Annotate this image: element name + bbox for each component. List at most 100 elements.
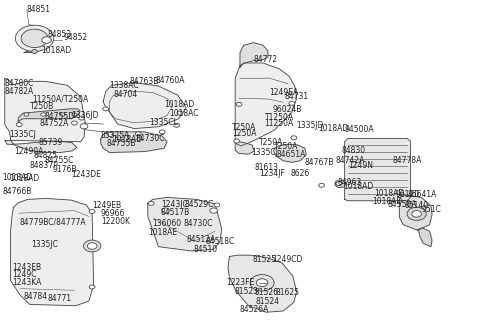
Text: 1336JD: 1336JD bbox=[71, 111, 98, 120]
Circle shape bbox=[135, 132, 141, 136]
Text: 1018AE: 1018AE bbox=[148, 228, 177, 237]
Text: 85325A: 85325A bbox=[101, 131, 130, 140]
Text: 84517B: 84517B bbox=[160, 208, 190, 217]
Text: 1018AD: 1018AD bbox=[2, 173, 33, 182]
Text: 84510: 84510 bbox=[193, 245, 217, 255]
Circle shape bbox=[214, 203, 220, 207]
Text: 94500A: 94500A bbox=[345, 125, 374, 134]
Polygon shape bbox=[18, 109, 80, 126]
Circle shape bbox=[80, 124, 88, 129]
Text: 84853: 84853 bbox=[47, 30, 71, 39]
Polygon shape bbox=[240, 43, 268, 67]
Text: 1018AD: 1018AD bbox=[165, 100, 195, 109]
Text: 1018AD: 1018AD bbox=[112, 135, 143, 144]
Text: 1018AD: 1018AD bbox=[41, 46, 71, 55]
Circle shape bbox=[236, 102, 242, 106]
Circle shape bbox=[60, 113, 65, 116]
Polygon shape bbox=[345, 138, 410, 201]
Circle shape bbox=[177, 111, 183, 115]
Polygon shape bbox=[11, 198, 94, 306]
Circle shape bbox=[15, 25, 54, 51]
Text: 84780C: 84780C bbox=[5, 79, 34, 88]
Text: 951C: 951C bbox=[421, 205, 441, 214]
Text: 1335CL: 1335CL bbox=[149, 118, 178, 127]
Text: 1018AD: 1018AD bbox=[374, 189, 405, 198]
Text: 86641A: 86641A bbox=[408, 190, 437, 199]
Text: 1335JD: 1335JD bbox=[297, 121, 324, 130]
Text: 84779BC/84777A: 84779BC/84777A bbox=[19, 218, 86, 227]
Text: 81524: 81524 bbox=[255, 297, 279, 306]
Circle shape bbox=[72, 113, 77, 116]
Circle shape bbox=[89, 210, 95, 214]
Text: 1234JF: 1234JF bbox=[259, 169, 285, 178]
Text: 136060: 136060 bbox=[153, 218, 182, 228]
Text: T1250A: T1250A bbox=[264, 113, 294, 122]
Text: 11250A: 11250A bbox=[264, 119, 294, 129]
Text: 94852: 94852 bbox=[63, 33, 87, 42]
Circle shape bbox=[256, 279, 268, 287]
Circle shape bbox=[16, 123, 22, 127]
Text: 84704: 84704 bbox=[113, 90, 138, 99]
Circle shape bbox=[289, 101, 295, 105]
Text: 84772: 84772 bbox=[253, 54, 277, 64]
Text: 84825: 84825 bbox=[33, 151, 57, 160]
Circle shape bbox=[42, 37, 51, 43]
Text: 84742A: 84742A bbox=[336, 156, 365, 165]
Circle shape bbox=[234, 139, 240, 143]
Text: 84784: 84784 bbox=[23, 292, 47, 301]
Text: 84778A: 84778A bbox=[393, 156, 422, 165]
Text: 84763B: 84763B bbox=[130, 77, 159, 87]
Text: 81525: 81525 bbox=[252, 255, 276, 264]
Circle shape bbox=[24, 113, 29, 116]
Polygon shape bbox=[235, 140, 254, 154]
Text: 96966: 96966 bbox=[101, 209, 125, 218]
Text: 1243KA: 1243KA bbox=[12, 277, 41, 287]
Polygon shape bbox=[335, 180, 346, 188]
Text: 85739: 85739 bbox=[38, 138, 63, 147]
Text: 84755C: 84755C bbox=[45, 155, 74, 165]
Text: 85140: 85140 bbox=[404, 201, 428, 210]
Circle shape bbox=[84, 240, 101, 252]
Text: 1250A: 1250A bbox=[232, 129, 256, 138]
Text: 84837P: 84837P bbox=[30, 161, 59, 171]
Circle shape bbox=[79, 116, 84, 120]
Text: 84767B: 84767B bbox=[305, 157, 334, 167]
Text: 1338AC: 1338AC bbox=[109, 81, 139, 91]
Text: 1335CJ: 1335CJ bbox=[251, 148, 278, 157]
Text: 84830: 84830 bbox=[342, 146, 366, 155]
Text: 1243EB: 1243EB bbox=[12, 263, 41, 272]
Circle shape bbox=[162, 208, 169, 213]
Text: 1249EB: 1249EB bbox=[92, 201, 121, 211]
Text: 12200K: 12200K bbox=[101, 217, 130, 226]
Polygon shape bbox=[235, 63, 297, 146]
Text: 9176B: 9176B bbox=[53, 165, 77, 174]
Text: 84731: 84731 bbox=[284, 92, 308, 101]
Circle shape bbox=[174, 123, 180, 127]
Text: 84755B: 84755B bbox=[107, 139, 136, 148]
Circle shape bbox=[87, 243, 97, 249]
Text: 1249C: 1249C bbox=[12, 270, 36, 279]
Text: 81523: 81523 bbox=[234, 287, 258, 296]
Text: 84518C: 84518C bbox=[205, 236, 235, 246]
Polygon shape bbox=[399, 195, 432, 230]
Text: 84512A: 84512A bbox=[186, 235, 216, 244]
Text: T250B: T250B bbox=[30, 102, 54, 111]
Circle shape bbox=[412, 211, 421, 217]
Circle shape bbox=[89, 285, 95, 289]
Circle shape bbox=[21, 29, 48, 48]
Text: 1018AC: 1018AC bbox=[169, 109, 199, 118]
Polygon shape bbox=[418, 228, 432, 247]
Circle shape bbox=[32, 50, 37, 53]
Polygon shape bbox=[101, 132, 167, 153]
Text: 84752A: 84752A bbox=[40, 119, 69, 128]
Text: T250A: T250A bbox=[232, 123, 256, 132]
Text: 84550A: 84550A bbox=[388, 199, 417, 209]
Text: 11250A/T250A: 11250A/T250A bbox=[33, 94, 89, 104]
Text: 84851: 84851 bbox=[26, 5, 50, 14]
Text: 84963: 84963 bbox=[337, 178, 362, 187]
Text: 1249N: 1249N bbox=[348, 161, 373, 170]
Circle shape bbox=[159, 130, 165, 134]
Circle shape bbox=[103, 107, 108, 111]
Polygon shape bbox=[148, 197, 222, 251]
Polygon shape bbox=[103, 83, 186, 129]
